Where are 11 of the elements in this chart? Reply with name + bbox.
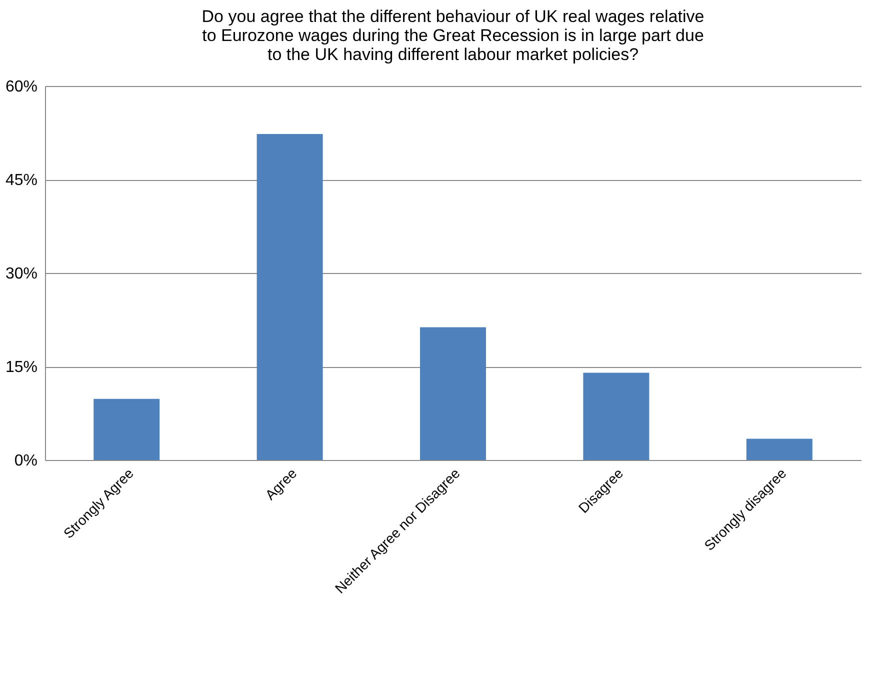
bar [746, 438, 812, 460]
y-tick-label: 30% [5, 266, 38, 282]
y-tick-label: 15% [5, 359, 38, 376]
bar [94, 398, 160, 460]
bar [420, 327, 486, 460]
y-tick-label: 60% [5, 78, 38, 96]
chart-title: Do you agree that the different behaviour of UK real wages relative to Eurozone wages during the Great Recession is in large part due to the UK having different labour market policies? [202, 7, 704, 64]
y-tick-label: 0% [14, 452, 38, 470]
bar [256, 134, 323, 460]
bar [583, 372, 650, 460]
y-tick-label: 45% [5, 172, 38, 189]
